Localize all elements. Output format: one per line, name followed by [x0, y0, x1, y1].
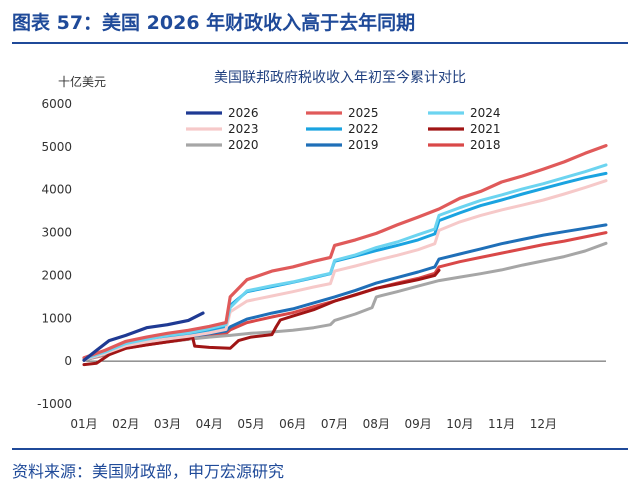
series-line-2025 [82, 144, 608, 360]
y-axis-label: 十亿美元 [58, 74, 106, 89]
series-line-2023 [82, 179, 608, 361]
legend-label-2021: 2021 [470, 122, 501, 136]
y-tick-label: 0 [64, 354, 72, 368]
y-tick-label: 1000 [41, 311, 72, 325]
x-tick-label: 10月 [446, 417, 473, 431]
legend-label-2023: 2023 [228, 122, 259, 136]
x-tick-label: 04月 [196, 417, 223, 431]
legend: 2026 2025 2024 2023 2022 2021 2020 2019 2018 [186, 106, 501, 152]
series-line-2024 [82, 163, 608, 361]
y-tick-label: 2000 [41, 268, 72, 282]
chart: 十亿美元 美国联邦政府税收收入年初至今累计对比 -1000 0 1000 2000 30… [37, 69, 608, 431]
y-tick-label: 4000 [41, 183, 72, 197]
x-axis: 01月 02月 03月 04月 05月 06月 07月 08月 09月 10月 11月 12月 [70, 417, 557, 431]
source-note: 资料来源：美国财政部，申万宏源研究 [12, 462, 285, 481]
y-tick-label: 6000 [41, 97, 72, 111]
x-tick-label: 08月 [363, 417, 390, 431]
series-line-2022 [82, 171, 608, 361]
legend-label-2025: 2025 [348, 106, 379, 120]
series-line-2026 [82, 311, 205, 362]
x-tick-label: 07月 [321, 417, 348, 431]
legend-label-2019: 2019 [348, 138, 379, 152]
series-line-2021 [82, 268, 441, 367]
series-lines [82, 144, 608, 367]
chart-title: 美国联邦政府税收收入年初至今累计对比 [214, 69, 466, 86]
x-tick-label: 02月 [112, 417, 139, 431]
y-axis: -1000 0 1000 2000 3000 4000 5000 6000 [37, 97, 72, 411]
x-tick-label: 09月 [404, 417, 431, 431]
x-tick-label: 11月 [488, 417, 515, 431]
figure-title: 图表 57：美国 2026 年财政收入高于去年同期 [12, 12, 416, 34]
x-tick-label: 05月 [237, 417, 264, 431]
x-tick-label: 01月 [70, 417, 97, 431]
x-tick-label: 03月 [154, 417, 181, 431]
y-tick-label: 5000 [41, 140, 72, 154]
source-rule [12, 448, 628, 450]
legend-label-2018: 2018 [470, 138, 501, 152]
legend-label-2024: 2024 [470, 106, 501, 120]
y-tick-label: 3000 [41, 226, 72, 240]
legend-label-2020: 2020 [228, 138, 259, 152]
legend-label-2022: 2022 [348, 122, 379, 136]
x-tick-label: 06月 [279, 417, 306, 431]
legend-label-2026: 2026 [228, 106, 259, 120]
y-tick-label: -1000 [37, 397, 72, 411]
title-rule [12, 42, 628, 44]
x-tick-label: 12月 [530, 417, 557, 431]
